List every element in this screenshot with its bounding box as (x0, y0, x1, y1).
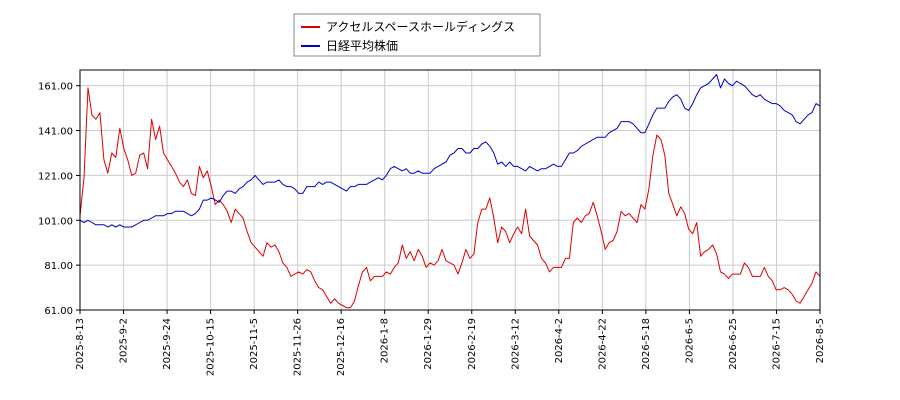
legend-box (293, 13, 541, 57)
y-tick-label: 161.00 (38, 82, 73, 93)
y-tick-label: 61.00 (44, 306, 73, 317)
x-tick-label: 2026-7-15 (771, 318, 782, 370)
legend-label-1: 日経平均株価 (326, 38, 398, 53)
y-tick-label: 81.00 (44, 261, 73, 272)
y-axis: 61.00 81.00 101.00 121.00 141.00 161.00 (38, 82, 80, 317)
x-tick-label: 2026-1-29 (423, 318, 434, 370)
grid-lines (79, 70, 821, 311)
x-axis: 2025-8-13 2025-9-2 2025-9-24 2025-10-15 2025… (75, 310, 826, 376)
x-tick-label: 2026-1-8 (380, 318, 391, 363)
x-tick-label: 2026-3-12 (510, 318, 521, 370)
series-layer (79, 74, 821, 309)
x-tick-label: 2026-6-5 (684, 318, 695, 363)
x-tick-label: 2026-4-22 (597, 318, 608, 370)
series-line-1 (79, 74, 821, 228)
y-tick-label: 141.00 (38, 127, 73, 138)
series-line-0 (79, 87, 821, 309)
x-tick-label: 2026-6-25 (728, 318, 739, 370)
x-tick-label: 2025-11-5 (249, 318, 260, 370)
x-tick-label: 2025-10-15 (206, 318, 217, 376)
plot-area-frame (79, 69, 821, 311)
x-tick-label: 2025-9-24 (162, 318, 173, 370)
x-tick-label: 2025-9-2 (119, 318, 130, 363)
x-tick-label: 2026-2-19 (467, 318, 478, 370)
x-tick-label: 2025-8-13 (75, 318, 86, 370)
y-tick-label: 101.00 (38, 216, 73, 227)
x-tick-label: 2025-11-26 (293, 318, 304, 376)
x-tick-label: 2026-5-18 (641, 318, 652, 370)
legend-label-0: アクセルスペースホールディングス (326, 19, 515, 34)
x-tick-label: 2026-8-5 (815, 318, 826, 363)
x-tick-label: 2025-12-16 (336, 318, 347, 376)
x-tick-label: 2026-4-2 (554, 318, 565, 363)
y-tick-label: 121.00 (38, 171, 73, 182)
